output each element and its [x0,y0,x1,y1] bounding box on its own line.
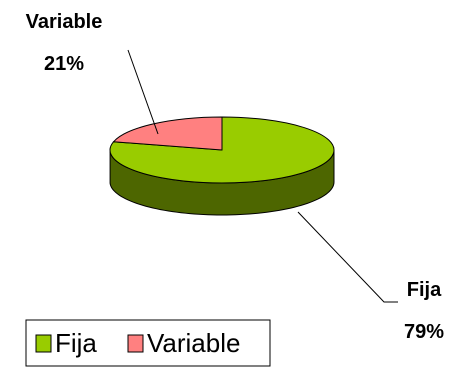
pie-slice-fija [109,116,335,184]
slice-label-fija-name: Fija [407,279,442,301]
legend-label-variable: Variable [147,328,240,358]
leader-line-variable [127,49,159,135]
legend-swatch-fija [35,334,52,353]
slice-label-fija-percent: 79% [404,321,444,343]
legend: Fija Variable [25,319,271,367]
legend-swatch-variable [127,334,144,353]
legend-label-fija: Fija [55,328,97,358]
pie-top-faces [109,116,335,184]
leader-line-fija [297,211,398,303]
slice-label-variable-name: Variable [26,11,103,33]
legend-box [25,319,271,367]
pie-slice-variable [112,116,223,151]
slice-label-variable-percent: 21% [44,53,84,75]
